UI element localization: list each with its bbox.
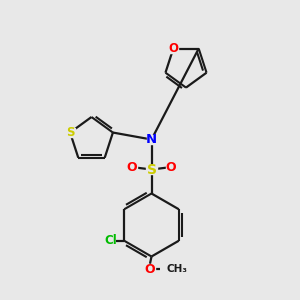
Text: S: S [146,163,157,176]
Bar [166,163,176,172]
Bar [146,165,157,174]
Text: O: O [166,160,176,174]
Text: O: O [145,262,155,276]
Text: Cl: Cl [104,234,117,247]
Text: N: N [146,133,157,146]
Text: O: O [127,160,137,174]
Text: CH₃: CH₃ [167,264,188,274]
Text: S: S [66,126,74,139]
Bar [145,265,155,273]
Bar [127,163,137,172]
Text: O: O [168,42,178,55]
Bar [147,135,156,144]
Bar [169,44,178,53]
Bar [65,128,75,137]
